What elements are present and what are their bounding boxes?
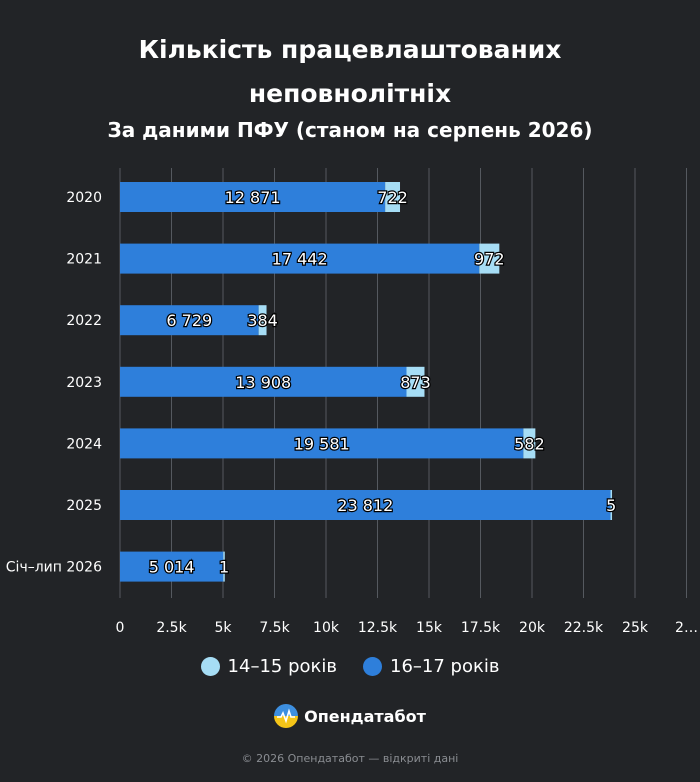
bar-14-15 bbox=[258, 305, 267, 336]
brand-name: Опендатабот bbox=[304, 706, 426, 726]
x-tick-label: 10k bbox=[313, 620, 340, 636]
data-label-14-15: 722 bbox=[377, 188, 408, 207]
data-label-16-17: 19 581 bbox=[294, 434, 350, 453]
legend-label-14-15: 14–15 років bbox=[227, 656, 337, 677]
category-label: 2020 bbox=[66, 190, 102, 206]
bar-14-15 bbox=[523, 428, 536, 459]
x-tick-label: 2… bbox=[675, 620, 698, 636]
category-label: 2022 bbox=[66, 313, 102, 329]
bar-16-17 bbox=[120, 182, 386, 212]
bar-16-17 bbox=[120, 490, 611, 520]
x-tick-label: 20k bbox=[519, 620, 546, 636]
bar-14-15 bbox=[479, 243, 500, 274]
bar-16-17 bbox=[120, 428, 524, 459]
x-tick-label: 25k bbox=[622, 620, 649, 636]
data-label-16-17: 12 871 bbox=[225, 188, 281, 207]
category-label: 2024 bbox=[66, 436, 102, 452]
legend-swatch-14-15 bbox=[200, 657, 220, 676]
x-tick-label: 2.5k bbox=[156, 620, 187, 636]
legend-label-16-17: 16–17 років bbox=[390, 656, 500, 677]
brand-logo-icon bbox=[274, 704, 299, 728]
bar-14-15 bbox=[610, 490, 613, 520]
legend-item-16-17[interactable]: 16–17 років bbox=[363, 656, 499, 677]
bar-14-15 bbox=[406, 366, 425, 397]
data-label-14-15: 873 bbox=[400, 373, 431, 392]
chart-title: Кількість працевлаштованих неповнолітніх bbox=[138, 35, 562, 108]
brand: Опендатабот bbox=[0, 704, 700, 728]
data-label-14-15: 972 bbox=[474, 250, 505, 269]
bar-chart: 0 2.5k 5k 7.5k 10k 12.5k 15k 17.5k 20k 22.5k 25k 2…… bbox=[6, 168, 698, 636]
data-label-14-15: 5 bbox=[606, 496, 616, 515]
data-label-16-17: 23 812 bbox=[337, 496, 393, 515]
bar-14-15 bbox=[385, 182, 401, 212]
x-tick-label: 22.5k bbox=[564, 620, 604, 636]
category-label: 2021 bbox=[66, 252, 102, 268]
bar-16-17 bbox=[120, 551, 224, 582]
copyright-text: © 2026 Опендатабот — відкриті дані bbox=[241, 752, 459, 765]
chart-legend: 14–15 років 16–17 років bbox=[0, 656, 700, 677]
bar-16-17 bbox=[120, 366, 407, 397]
category-label: 2023 bbox=[66, 375, 102, 391]
data-label-14-15: 582 bbox=[514, 434, 545, 453]
legend-swatch-16-17 bbox=[363, 657, 382, 676]
data-label-16-17: 13 908 bbox=[235, 373, 291, 392]
data-label-14-15: 1 bbox=[219, 558, 229, 577]
x-tick-label: 17.5k bbox=[461, 620, 501, 636]
data-label-16-17: 5 014 bbox=[149, 558, 195, 577]
x-tick-label: 5k bbox=[214, 620, 232, 636]
category-label: Січ–лип 2026 bbox=[6, 560, 102, 576]
x-tick-label: 0 bbox=[116, 620, 125, 636]
category-label: 2025 bbox=[66, 498, 102, 514]
x-tick-label: 15k bbox=[416, 620, 443, 636]
bar-16-17 bbox=[120, 243, 480, 274]
bar-14-15 bbox=[223, 551, 225, 582]
data-label-16-17: 17 442 bbox=[272, 250, 328, 269]
x-tick-label: 7.5k bbox=[259, 620, 290, 636]
data-label-14-15: 384 bbox=[247, 311, 278, 330]
x-tick-label: 12.5k bbox=[358, 620, 398, 636]
legend-item-14-15[interactable]: 14–15 років bbox=[200, 656, 337, 677]
data-label-16-17: 6 729 bbox=[166, 311, 212, 330]
chart-subtitle: За даними ПФУ (станом на серпень 2026) bbox=[107, 118, 593, 142]
bar-16-17 bbox=[120, 305, 259, 336]
